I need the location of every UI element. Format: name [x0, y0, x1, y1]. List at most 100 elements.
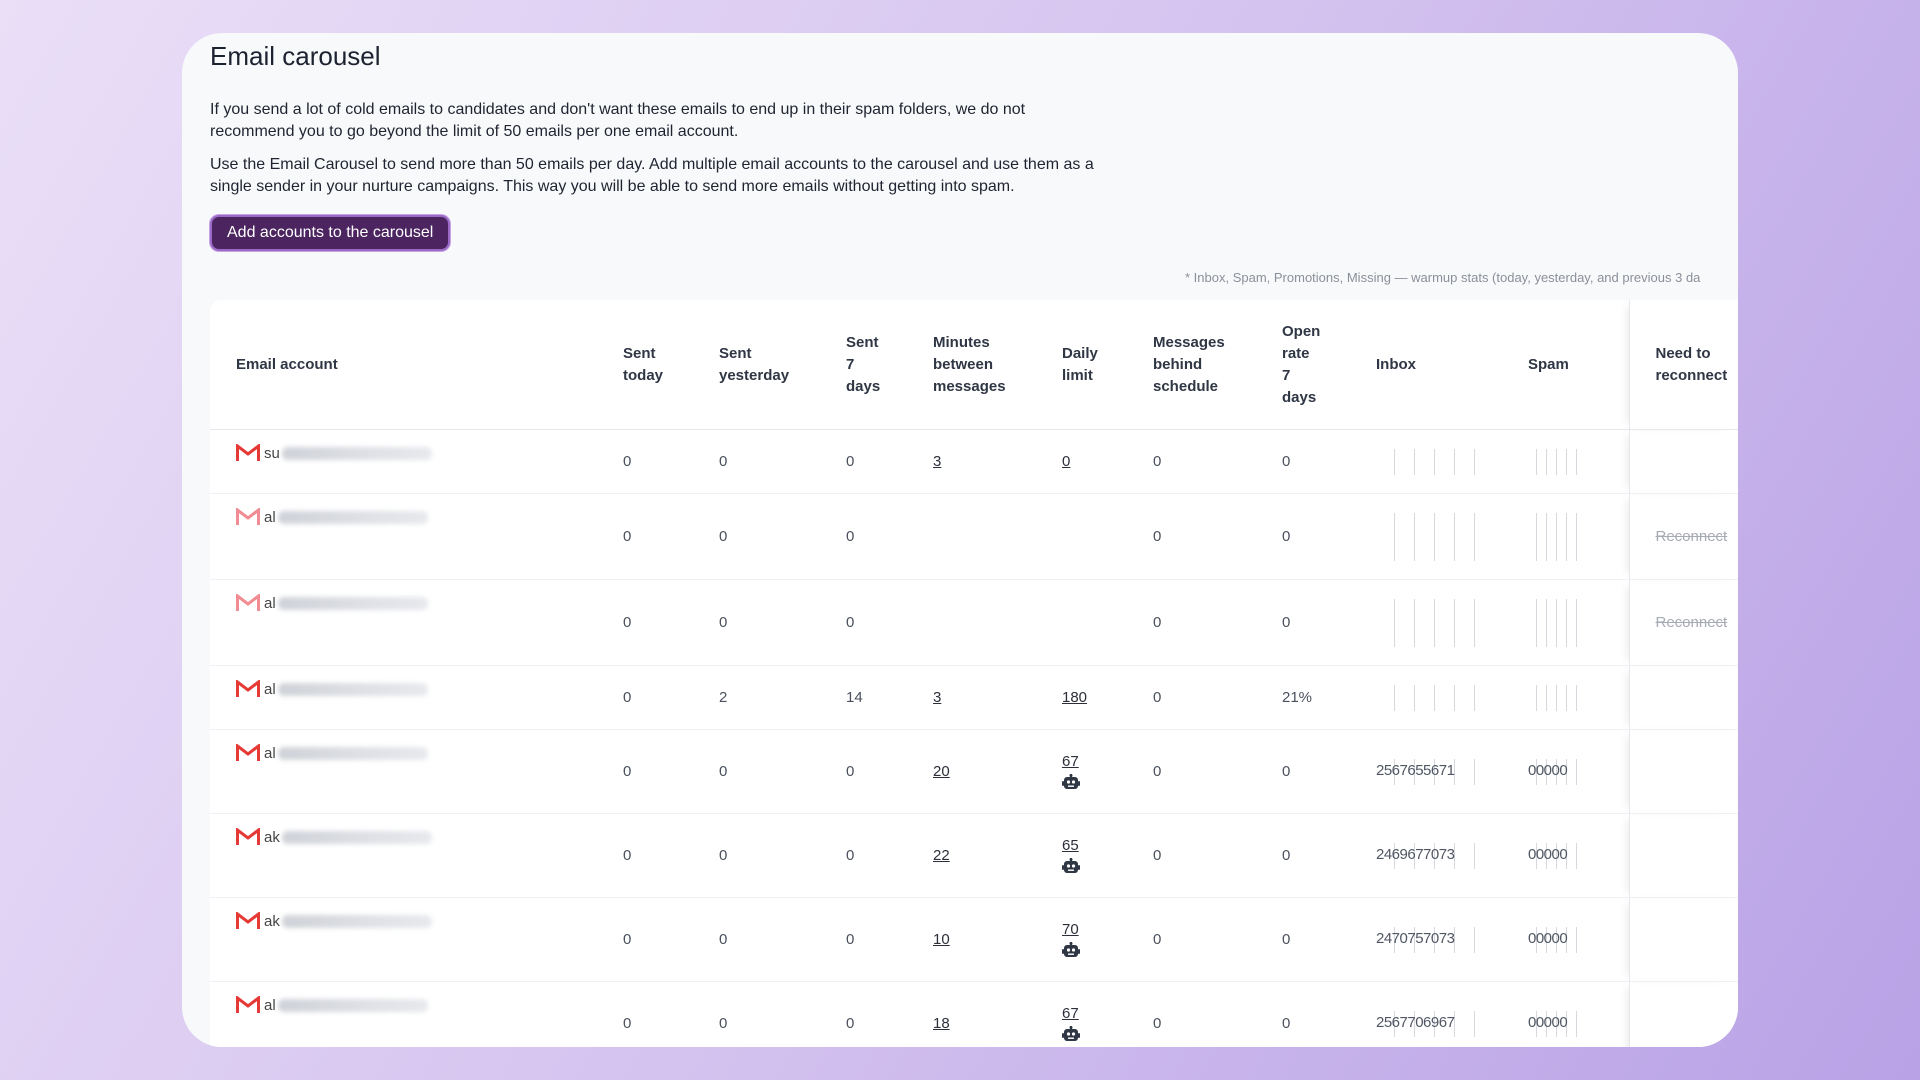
inbox-warmup-bars	[1376, 598, 1528, 647]
minutes-between-cell	[933, 493, 1062, 580]
account-address-redacted	[281, 914, 432, 928]
header-sent-today[interactable]: Sent today	[623, 300, 719, 430]
messages-behind-cell: 0	[1153, 897, 1282, 982]
email-account-cell[interactable]: al	[210, 665, 623, 730]
spam-stats-cell: 00000	[1528, 981, 1629, 1047]
email-account-cell[interactable]: ak	[210, 897, 623, 982]
table-row[interactable]: al 0 0 0 18 67 0 0 2567706967 00000	[210, 981, 1738, 1047]
inbox-stats-cell	[1376, 579, 1528, 666]
add-accounts-button[interactable]: Add accounts to the carousel	[210, 215, 451, 251]
sent-yesterday-cell: 0	[719, 729, 846, 814]
header-messages-behind[interactable]: Messages behind schedule	[1153, 300, 1282, 430]
header-messages-behind-label: Messages behind schedule	[1153, 333, 1225, 395]
table-row[interactable]: su 0 0 0 3 0 0 0	[210, 429, 1738, 494]
account-prefix: al	[264, 680, 276, 698]
table-row[interactable]: al 0 0 0 0 0 Reconnect	[210, 493, 1738, 580]
daily-limit-cell: 70	[1062, 897, 1153, 982]
header-open-rate[interactable]: Open rate 7 days	[1282, 300, 1376, 430]
spam-stats-cell	[1528, 665, 1629, 730]
email-account-cell[interactable]: al	[210, 729, 623, 814]
table-row[interactable]: ak 0 0 0 22 65 0 0 2469677073 00000	[210, 813, 1738, 898]
daily-limit-link[interactable]: 70	[1062, 921, 1079, 938]
account-address-redacted	[281, 830, 432, 844]
inbox-stats-cell: 2469677073	[1376, 813, 1528, 898]
sent-yesterday-cell: 0	[719, 579, 846, 666]
sent-yesterday-cell: 2	[719, 665, 846, 730]
daily-limit-link[interactable]: 0	[1062, 452, 1071, 470]
minutes-between-link[interactable]: 3	[933, 453, 942, 470]
header-email-account[interactable]: Email account	[210, 300, 623, 430]
header-minutes-between-label: Minutes between messages	[933, 333, 1006, 395]
daily-limit-link[interactable]: 67	[1062, 753, 1079, 770]
daily-limit-cell: 180	[1062, 665, 1153, 730]
open-rate-cell: 0	[1282, 897, 1376, 982]
reconnect-cell: Reconnect	[1628, 493, 1738, 580]
header-sent-yesterday[interactable]: Sent yesterday	[719, 300, 846, 430]
reconnect-link[interactable]: Reconnect	[1655, 528, 1728, 545]
messages-behind-cell: 0	[1153, 429, 1282, 494]
table-row[interactable]: ak 0 0 0 10 70 0 0 2470757073 00000	[210, 897, 1738, 982]
messages-behind-cell: 0	[1153, 665, 1282, 730]
panel-content: Email carousel If you send a lot of cold…	[210, 33, 1738, 1047]
sent-yesterday-cell: 0	[719, 981, 846, 1047]
header-need-to-reconnect[interactable]: Need to reconnect	[1628, 300, 1738, 430]
daily-limit-cell: 0	[1062, 429, 1153, 494]
gmail-icon	[236, 592, 260, 612]
header-daily-limit[interactable]: Daily limit	[1062, 300, 1153, 430]
open-rate-cell: 21%	[1282, 665, 1376, 730]
minutes-between-link[interactable]: 3	[933, 689, 942, 706]
daily-limit-cell: 67	[1062, 729, 1153, 814]
table-row[interactable]: al 0 0 0 0 0 Reconnect	[210, 579, 1738, 666]
reconnect-link[interactable]: Reconnect	[1655, 614, 1728, 631]
inbox-stats-cell: 2470757073	[1376, 897, 1528, 982]
minutes-between-link[interactable]: 20	[933, 763, 950, 780]
minutes-between-cell: 3	[933, 665, 1062, 730]
inbox-warmup-bars	[1376, 512, 1528, 561]
table-row[interactable]: al 0 2 14 3 180 0 21%	[210, 665, 1738, 730]
email-account-cell[interactable]: al	[210, 493, 623, 580]
reconnect-cell	[1628, 981, 1738, 1047]
account-prefix: ak	[264, 912, 280, 930]
open-rate-cell: 0	[1282, 981, 1376, 1047]
minutes-between-link[interactable]: 10	[933, 931, 950, 948]
spam-stats-cell	[1528, 493, 1629, 580]
header-sent-7-days-label: Sent 7 days	[846, 333, 881, 395]
table-header-row: Email account Sent today Sent yesterday …	[210, 300, 1738, 430]
header-sent-7-days[interactable]: Sent 7 days	[846, 300, 933, 430]
minutes-between-link[interactable]: 22	[933, 847, 950, 864]
minutes-between-cell: 10	[933, 897, 1062, 982]
page-title: Email carousel	[210, 41, 381, 71]
open-rate-cell: 0	[1282, 493, 1376, 580]
account-info: al	[236, 982, 623, 1014]
email-account-cell[interactable]: al	[210, 579, 623, 666]
minutes-between-link[interactable]: 18	[933, 1015, 950, 1032]
daily-limit-link[interactable]: 65	[1062, 837, 1079, 854]
inbox-stats-cell: 2567655671	[1376, 729, 1528, 814]
inbox-values: 2567655671	[1376, 761, 1455, 779]
table-body: su 0 0 0 3 0 0 0 al 0 0 0 0 0 Reconnect al 0 0 0 0 0 Reconnec…	[210, 429, 1738, 1047]
daily-limit-stack: 70	[1062, 920, 1153, 959]
table-row[interactable]: al 0 0 0 20 67 0 0 2567655671 00000	[210, 729, 1738, 814]
sent-yesterday-cell: 0	[719, 429, 846, 494]
account-info: ak	[236, 898, 623, 930]
robot-icon	[1062, 774, 1080, 791]
email-account-cell[interactable]: al	[210, 981, 623, 1047]
email-account-cell[interactable]: ak	[210, 813, 623, 898]
header-spam[interactable]: Spam	[1528, 300, 1629, 430]
inbox-warmup-bars	[1376, 684, 1528, 711]
header-minutes-between[interactable]: Minutes between messages	[933, 300, 1062, 430]
description-carousel: Use the Email Carousel to send more than…	[210, 156, 1094, 195]
gmail-icon	[236, 994, 260, 1014]
daily-limit-link[interactable]: 67	[1062, 1005, 1079, 1022]
sent-yesterday-cell: 0	[719, 897, 846, 982]
minutes-between-cell: 22	[933, 813, 1062, 898]
messages-behind-cell: 0	[1153, 579, 1282, 666]
sent-today-cell: 0	[623, 813, 719, 898]
gmail-icon	[236, 506, 260, 526]
email-carousel-panel: Email carousel If you send a lot of cold…	[182, 33, 1738, 1047]
daily-limit-cell	[1062, 493, 1153, 580]
email-account-cell[interactable]: su	[210, 429, 623, 494]
daily-limit-link[interactable]: 180	[1062, 688, 1088, 706]
sent-7-days-cell: 0	[846, 429, 933, 494]
header-inbox[interactable]: Inbox	[1376, 300, 1528, 430]
